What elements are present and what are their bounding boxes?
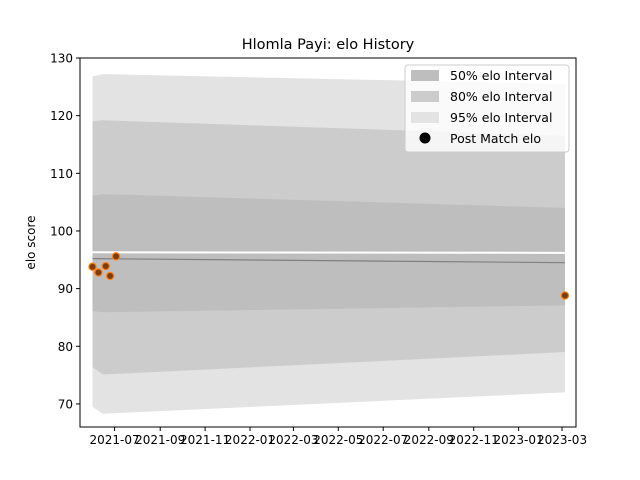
x-tick-label: 2021-07 xyxy=(90,433,140,447)
upper-white-line xyxy=(92,251,565,254)
x-tick-label: 2022-03 xyxy=(268,433,318,447)
legend: 50% elo Interval 80% elo Interval 95% el… xyxy=(404,64,570,153)
y-tick-label: 110 xyxy=(50,167,73,181)
y-tick-label: 120 xyxy=(50,109,73,123)
y-tick-label: 80 xyxy=(58,340,73,354)
post-match-elo-point xyxy=(111,252,121,261)
mean-elo-line xyxy=(92,258,565,264)
legend-box xyxy=(404,64,570,153)
post-match-elo-point xyxy=(94,268,103,277)
x-tick-label: 2023-01 xyxy=(494,433,544,447)
legend-marker-points xyxy=(419,132,431,144)
legend-label-50: 50% elo Interval xyxy=(450,68,552,83)
y-axis-label: elo score xyxy=(24,215,38,269)
plot-frame xyxy=(79,57,577,428)
x-tick-label: 2022-07 xyxy=(358,433,408,447)
x-tick-label: 2021-09 xyxy=(135,433,185,447)
legend-swatch-80 xyxy=(411,91,439,102)
x-axis: 2021-072021-092021-112022-012022-032022-… xyxy=(90,427,587,447)
legend-swatch-95 xyxy=(411,112,439,123)
post-match-elo-point xyxy=(105,271,115,281)
legend-label-points: Post Match elo xyxy=(450,131,541,146)
x-tick-label: 2021-11 xyxy=(180,433,230,447)
legend-swatch-50 xyxy=(411,70,439,81)
x-tick-label: 2022-09 xyxy=(404,433,454,447)
x-tick-label: 2023-03 xyxy=(537,433,587,447)
y-tick-label: 130 xyxy=(50,52,73,66)
post-match-elo-point xyxy=(101,261,110,271)
post-match-elo-point xyxy=(560,291,570,300)
y-tick-label: 100 xyxy=(50,224,73,238)
y-tick-label: 90 xyxy=(58,282,73,296)
post-match-elo-point xyxy=(88,262,97,271)
y-tick-label: 70 xyxy=(58,397,73,411)
y-axis: 70 80 90 100 110 120 130 xyxy=(50,52,80,411)
legend-label-80: 80% elo Interval xyxy=(450,89,552,104)
x-tick-label: 2022-01 xyxy=(225,433,275,447)
chart-title: Hlomla Payi: elo History xyxy=(242,37,415,53)
legend-label-95: 95% elo Interval xyxy=(450,110,552,125)
x-tick-label: 2022-11 xyxy=(449,433,499,447)
x-tick-label: 2022-05 xyxy=(313,433,363,447)
plot-area xyxy=(88,74,570,414)
